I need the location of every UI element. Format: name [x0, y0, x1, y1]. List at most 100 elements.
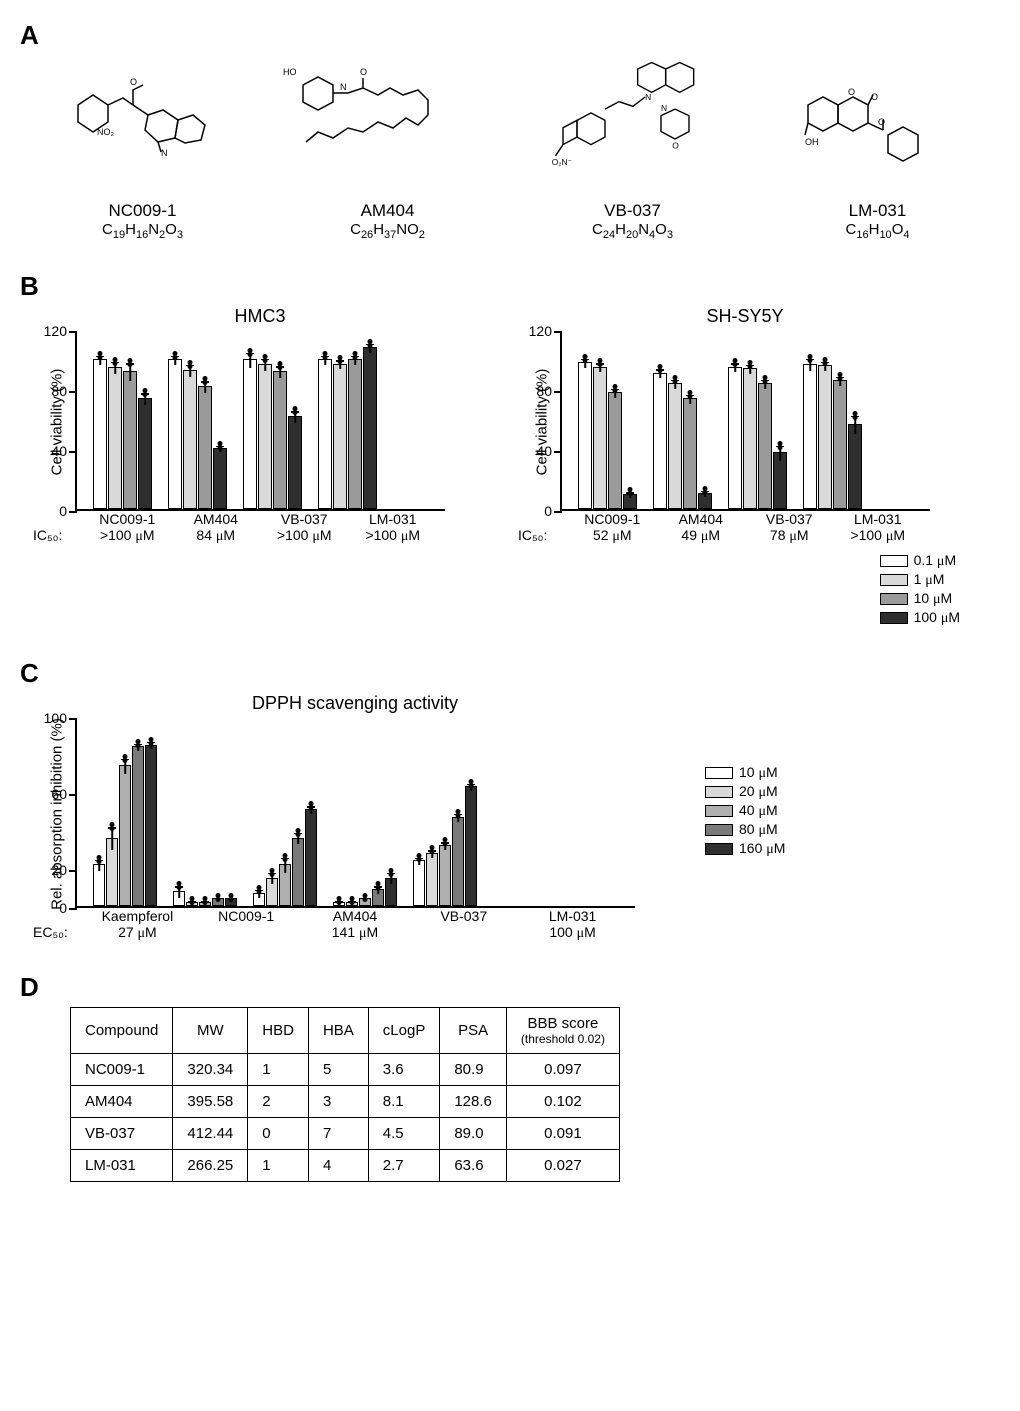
legend-item: 0.1 μM: [880, 552, 960, 570]
x-group-label: LM-031: [357, 511, 430, 527]
legend-label: 40 μM: [739, 802, 778, 820]
structure-diagram: NO₂N⁻NO: [510, 55, 755, 195]
table-cell: 412.44: [173, 1118, 248, 1150]
table-cell: 0.091: [506, 1118, 619, 1150]
x-group-label: AM404: [180, 511, 253, 527]
table-cell: 1: [248, 1054, 309, 1086]
compound-formula: C24H20N4O3: [510, 221, 755, 241]
bar: [119, 765, 131, 906]
legend-b: 0.1 μM1 μM10 μM100 μM: [880, 551, 960, 628]
compound: HO N O AM404C26H37NO2: [265, 55, 510, 241]
legend-c: 10 μM20 μM40 μM80 μM160 μM: [705, 763, 785, 859]
table-cell: 7: [308, 1118, 368, 1150]
table-header: MW: [173, 1008, 248, 1054]
svg-text:N: N: [161, 148, 168, 158]
ytick-label: 120: [529, 323, 562, 339]
bar: [225, 898, 237, 906]
svg-text:N: N: [340, 82, 347, 92]
bar: [199, 902, 211, 906]
svg-text:OH: OH: [805, 137, 819, 147]
svg-text:O₂N⁻: O₂N⁻: [551, 157, 571, 167]
svg-text:O: O: [360, 67, 367, 77]
x-group-label: VB-037: [268, 511, 341, 527]
table-cell: NC009-1: [71, 1054, 173, 1086]
bar: [212, 898, 224, 906]
footer-value: >100 μM: [842, 527, 915, 545]
table-cell: 80.9: [440, 1054, 507, 1086]
table-header: HBD: [248, 1008, 309, 1054]
footer-prefix: IC₅₀:: [33, 527, 62, 543]
table-row: AM404395.58238.1128.60.102: [71, 1086, 620, 1118]
ytick-label: 40: [51, 443, 77, 459]
compound-formula: C26H37NO2: [265, 221, 510, 241]
plot-area: 02060100: [75, 718, 635, 908]
legend-item: 80 μM: [705, 821, 785, 839]
bar: [253, 893, 265, 906]
bar: [578, 362, 592, 509]
compound: NO₂N⁻NOVB-037C24H20N4O3: [510, 55, 755, 241]
chart-title: DPPH scavenging activity: [75, 693, 635, 714]
table-cell: 395.58: [173, 1086, 248, 1118]
table-cell: 0: [248, 1118, 309, 1150]
bar: [243, 359, 257, 509]
table-header: cLogP: [368, 1008, 440, 1054]
chart-title: HMC3: [75, 306, 445, 327]
footer-value: 27 μM: [91, 924, 184, 942]
legend-swatch: [705, 824, 733, 836]
footer-prefix: EC₅₀:: [33, 924, 68, 940]
bar: [258, 364, 272, 510]
bar: [288, 416, 302, 509]
bar: [273, 371, 287, 509]
bar: [426, 853, 438, 906]
chart: DPPH scavenging activityRel. absorption …: [75, 693, 635, 942]
x-group-label: LM-031: [526, 908, 619, 924]
bar: [346, 902, 358, 906]
legend-label: 100 μM: [914, 609, 960, 627]
bar: [305, 809, 317, 906]
svg-text:HO: HO: [283, 67, 297, 77]
panel-b-row: HMC3Cell viability (%)04080120NC009-1AM4…: [20, 306, 1000, 545]
legend-swatch: [705, 843, 733, 855]
bar: [213, 448, 227, 510]
footer-value: 78 μM: [753, 527, 826, 545]
table-header: PSA: [440, 1008, 507, 1054]
x-group-label: VB-037: [417, 908, 510, 924]
bar: [173, 891, 185, 906]
y-axis-label: Rel. absorption inhibition (%): [49, 718, 66, 910]
legend-label: 20 μM: [739, 783, 778, 801]
bar: [683, 398, 697, 509]
ytick-label: 80: [51, 383, 77, 399]
panel-c: C DPPH scavenging activityRel. absorptio…: [20, 658, 1000, 942]
compound: OOOHOLM-031C16H10O4: [755, 55, 1000, 241]
svg-text:N: N: [645, 92, 651, 102]
bar: [452, 817, 464, 906]
svg-text:O: O: [878, 117, 885, 127]
bar: [266, 878, 278, 907]
table-cell: 5: [308, 1054, 368, 1086]
x-group-label: LM-031: [842, 511, 915, 527]
bar: [363, 347, 377, 509]
chart: HMC3Cell viability (%)04080120NC009-1AM4…: [75, 306, 445, 545]
bar: [608, 392, 622, 509]
x-group-label: Kaempferol: [91, 908, 184, 924]
legend-item: 10 μM: [705, 764, 785, 782]
legend-item: 1 μM: [880, 571, 960, 589]
chart-title: SH-SY5Y: [560, 306, 930, 327]
compound-name: AM404: [265, 201, 510, 221]
bar: [372, 889, 384, 906]
table-row: NC009-1320.34153.680.90.097: [71, 1054, 620, 1086]
table-cell: 1: [248, 1150, 309, 1182]
table-cell: 3.6: [368, 1054, 440, 1086]
table-cell: 266.25: [173, 1150, 248, 1182]
ytick-label: 20: [51, 862, 77, 878]
footer-value: 141 μM: [309, 924, 402, 942]
legend-swatch: [880, 612, 908, 624]
bar: [439, 845, 451, 906]
svg-text:NO₂: NO₂: [97, 127, 115, 137]
bar: [743, 368, 757, 509]
legend-item: 100 μM: [880, 609, 960, 627]
bar: [803, 364, 817, 510]
bar: [385, 878, 397, 907]
bar: [818, 365, 832, 509]
footer-value: 100 μM: [526, 924, 619, 942]
